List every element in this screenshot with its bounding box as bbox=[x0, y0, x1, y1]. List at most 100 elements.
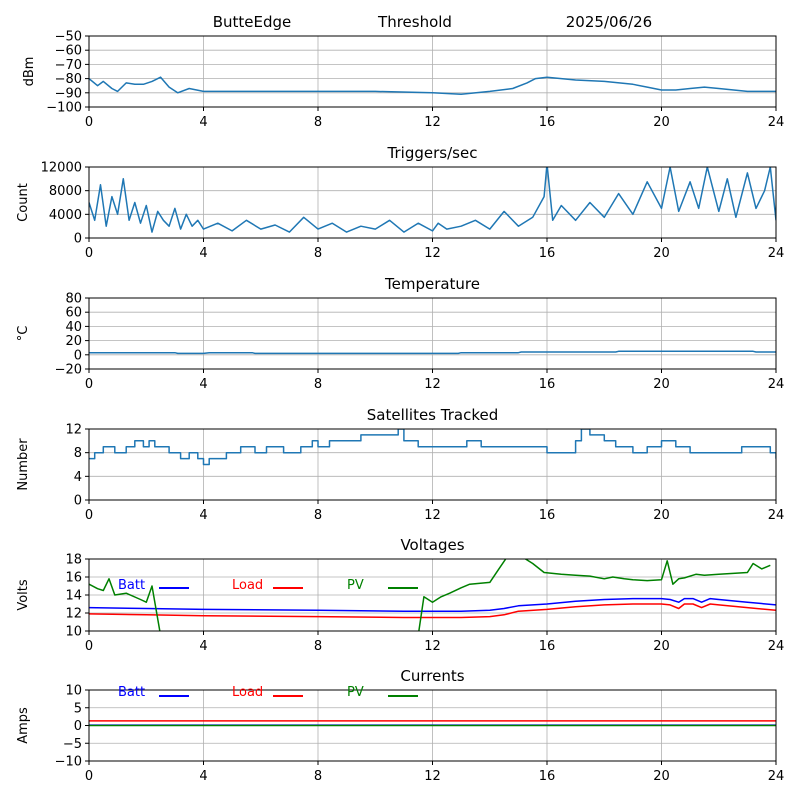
legend-label-currents-1: Load bbox=[232, 685, 263, 700]
y-tick-label-signal-5: −50 bbox=[55, 30, 82, 45]
y-axis-label-signal: dBm bbox=[22, 57, 37, 87]
series-line-voltages-2 bbox=[89, 559, 771, 631]
x-tick-label-satellites-4: 16 bbox=[539, 508, 556, 523]
y-tick-label-satellites-1: 4 bbox=[74, 470, 82, 485]
x-tick-label-temperature-1: 4 bbox=[199, 377, 207, 392]
y-axis-label-temperature: °C bbox=[16, 326, 31, 342]
x-tick-label-triggers-6: 24 bbox=[768, 246, 785, 261]
panel-triggers: 0 4 8 12 16 20 24 0 4000 8000 12000 Triggers/sec Cou… bbox=[16, 144, 784, 261]
y-tick-label-temperature-3: 40 bbox=[65, 320, 82, 335]
chart-title-temperature: Temperature bbox=[384, 275, 480, 293]
y-tick-label-signal-4: −60 bbox=[55, 44, 82, 59]
y-tick-label-currents-4: 10 bbox=[65, 684, 82, 699]
y-tick-label-triggers-1: 4000 bbox=[49, 208, 82, 223]
x-tick-label-satellites-1: 4 bbox=[199, 508, 207, 523]
y-tick-label-voltages-1: 12 bbox=[65, 607, 82, 622]
y-tick-label-triggers-2: 8000 bbox=[49, 184, 82, 199]
x-tick-label-temperature-3: 12 bbox=[424, 377, 441, 392]
x-tick-label-satellites-5: 20 bbox=[653, 508, 670, 523]
header-station: ButteEdge bbox=[213, 13, 292, 31]
legend-label-voltages-1: Load bbox=[232, 578, 263, 593]
x-tick-label-voltages-6: 24 bbox=[768, 639, 785, 654]
x-tick-label-voltages-4: 16 bbox=[539, 639, 556, 654]
y-tick-label-voltages-4: 18 bbox=[65, 553, 82, 568]
y-tick-label-voltages-0: 10 bbox=[65, 625, 82, 640]
y-tick-label-temperature-2: 20 bbox=[65, 334, 82, 349]
x-tick-label-triggers-5: 20 bbox=[653, 246, 670, 261]
x-tick-label-signal-1: 4 bbox=[199, 115, 207, 130]
x-tick-label-satellites-6: 24 bbox=[768, 508, 785, 523]
chart-title-voltages: Voltages bbox=[400, 536, 464, 554]
x-tick-label-triggers-4: 16 bbox=[539, 246, 556, 261]
x-tick-label-currents-5: 20 bbox=[653, 769, 670, 784]
x-tick-label-triggers-1: 4 bbox=[199, 246, 207, 261]
legend-label-voltages-0: Batt bbox=[118, 578, 145, 593]
y-tick-label-satellites-0: 0 bbox=[74, 494, 82, 509]
x-tick-label-currents-6: 24 bbox=[768, 769, 785, 784]
panel-satellites: 0 4 8 12 16 20 24 0 4 8 12 Satellites Tracked Number bbox=[16, 406, 784, 523]
y-tick-label-temperature-1: 0 bbox=[74, 348, 82, 363]
y-tick-label-currents-0: −10 bbox=[55, 755, 82, 770]
header-date: 2025/06/26 bbox=[566, 13, 652, 31]
series-line-temperature-0 bbox=[89, 350, 776, 355]
x-tick-label-currents-0: 0 bbox=[85, 769, 93, 784]
x-tick-label-signal-4: 16 bbox=[539, 115, 556, 130]
y-tick-label-signal-0: −100 bbox=[46, 101, 82, 116]
x-tick-label-triggers-0: 0 bbox=[85, 246, 93, 261]
y-tick-label-temperature-0: −20 bbox=[55, 363, 82, 378]
y-tick-label-currents-1: −5 bbox=[63, 737, 82, 752]
y-tick-label-temperature-5: 80 bbox=[65, 292, 82, 307]
x-tick-label-temperature-6: 24 bbox=[768, 377, 785, 392]
legend-label-currents-2: PV bbox=[347, 685, 364, 700]
y-tick-label-satellites-2: 8 bbox=[74, 446, 82, 461]
y-tick-label-currents-3: 5 bbox=[74, 701, 82, 716]
x-tick-label-signal-6: 24 bbox=[768, 115, 785, 130]
panel-currents: 0 4 8 12 16 20 24 −10 −5 0 5 10 Currents Amps Batt Load… bbox=[16, 667, 784, 784]
y-tick-label-signal-1: −90 bbox=[55, 86, 82, 101]
x-tick-label-currents-4: 16 bbox=[539, 769, 556, 784]
legend-label-voltages-2: PV bbox=[347, 578, 364, 593]
y-tick-label-currents-2: 0 bbox=[74, 719, 82, 734]
x-tick-label-temperature-5: 20 bbox=[653, 377, 670, 392]
y-tick-label-temperature-4: 60 bbox=[65, 306, 82, 321]
y-tick-label-satellites-3: 12 bbox=[65, 423, 82, 438]
x-tick-label-signal-2: 8 bbox=[314, 115, 322, 130]
x-tick-label-temperature-2: 8 bbox=[314, 377, 322, 392]
header-mode: Threshold bbox=[377, 13, 452, 31]
y-axis-label-satellites: Number bbox=[16, 438, 31, 491]
x-tick-label-voltages-2: 8 bbox=[314, 639, 322, 654]
x-tick-label-currents-2: 8 bbox=[314, 769, 322, 784]
y-tick-label-triggers-0: 0 bbox=[74, 232, 82, 247]
x-tick-label-satellites-3: 12 bbox=[424, 508, 441, 523]
x-tick-label-currents-3: 12 bbox=[424, 769, 441, 784]
y-tick-label-signal-3: −70 bbox=[55, 58, 82, 73]
x-tick-label-temperature-4: 16 bbox=[539, 377, 556, 392]
x-tick-label-triggers-3: 12 bbox=[424, 246, 441, 261]
x-tick-label-voltages-0: 0 bbox=[85, 639, 93, 654]
series-line-triggers-0 bbox=[89, 167, 776, 233]
panel-signal: 0 4 8 12 16 20 24 −100−90−80−70−60−50 dBm bbox=[22, 30, 784, 131]
x-tick-label-signal-0: 0 bbox=[85, 115, 93, 130]
series-line-voltages-1 bbox=[89, 603, 776, 619]
x-tick-label-satellites-2: 8 bbox=[314, 508, 322, 523]
series-line-signal-0 bbox=[89, 76, 776, 95]
y-tick-label-voltages-2: 14 bbox=[65, 589, 82, 604]
legend-label-currents-0: Batt bbox=[118, 685, 145, 700]
chart-title-triggers: Triggers/sec bbox=[387, 144, 478, 162]
y-tick-label-voltages-3: 16 bbox=[65, 571, 82, 586]
panel-voltages: 0 4 8 12 16 20 24 10 12 14 16 18 Voltages Volts Batt Lo… bbox=[16, 536, 784, 654]
x-tick-label-temperature-0: 0 bbox=[85, 377, 93, 392]
chart-title-currents: Currents bbox=[400, 667, 464, 685]
y-tick-label-triggers-3: 12000 bbox=[41, 161, 82, 176]
x-tick-label-triggers-2: 8 bbox=[314, 246, 322, 261]
y-tick-label-signal-2: −80 bbox=[55, 72, 82, 87]
x-tick-label-voltages-1: 4 bbox=[199, 639, 207, 654]
chart-title-satellites: Satellites Tracked bbox=[367, 406, 498, 424]
y-axis-label-triggers: Count bbox=[16, 183, 31, 222]
y-axis-label-voltages: Volts bbox=[16, 579, 31, 611]
x-tick-label-satellites-0: 0 bbox=[85, 508, 93, 523]
